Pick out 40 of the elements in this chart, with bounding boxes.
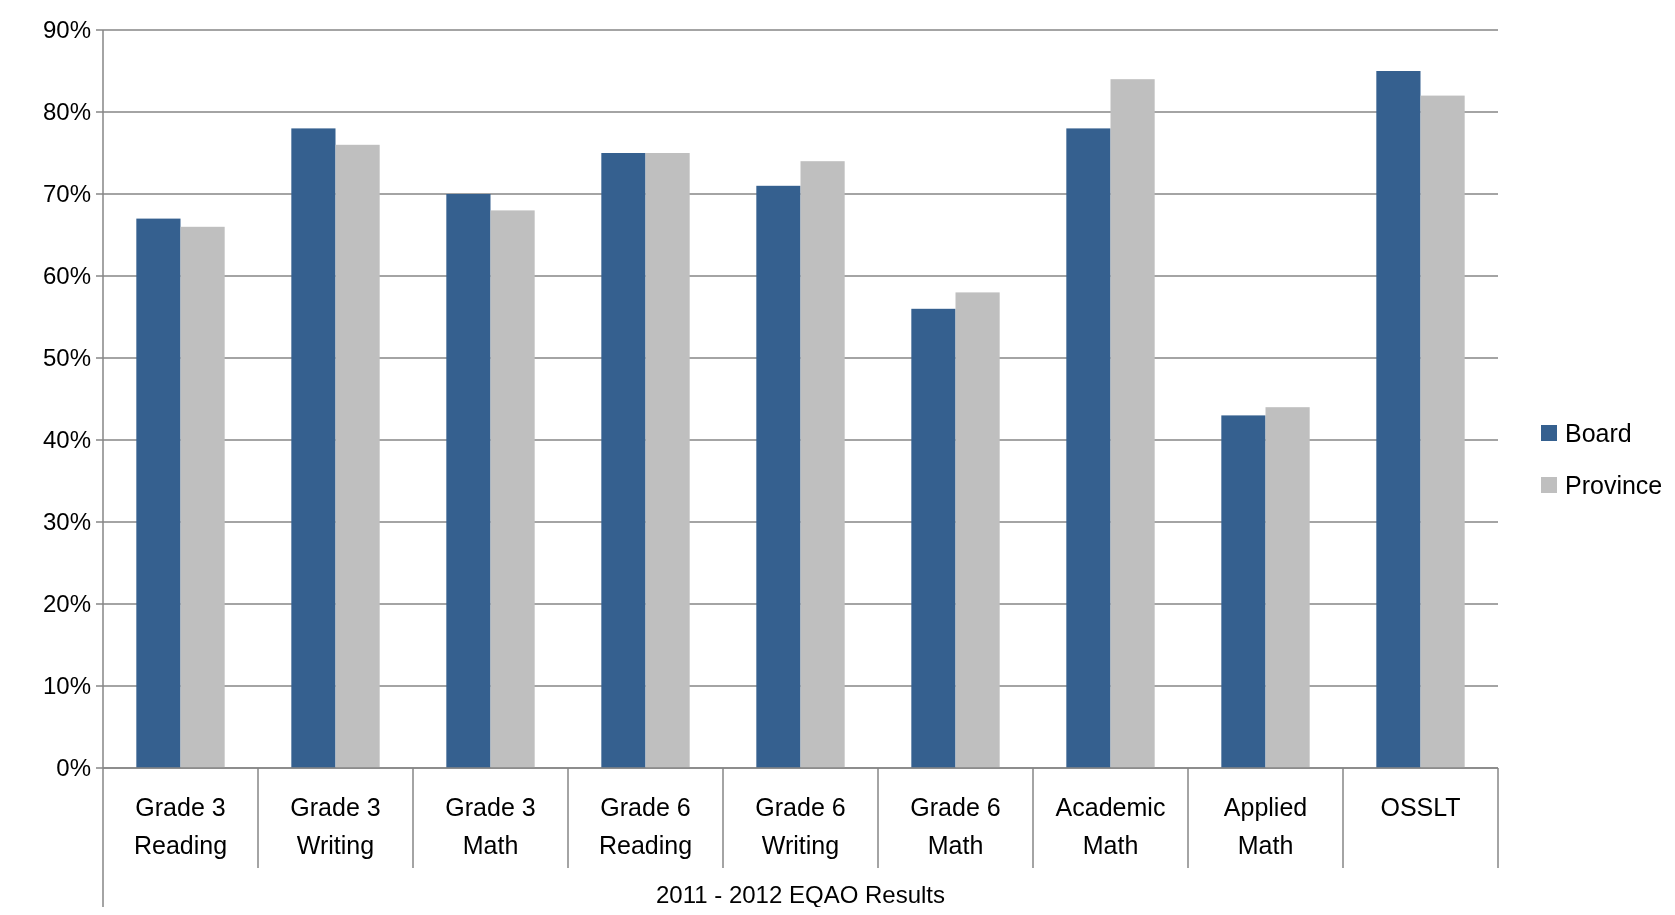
bar	[645, 153, 690, 768]
y-tick-label: 30%	[42, 508, 91, 536]
y-tick-label: 50%	[42, 344, 91, 372]
bar	[911, 308, 956, 768]
bar	[180, 226, 225, 768]
x-tick-label: Applied Math	[1223, 793, 1308, 859]
y-tick-label: 20%	[42, 590, 91, 618]
bar	[1066, 128, 1111, 768]
bar	[1265, 407, 1310, 768]
bar	[756, 185, 801, 768]
bar	[490, 210, 535, 768]
x-tick-label: Grade 3 Reading	[133, 793, 228, 859]
x-tick-label: Grade 6 Math	[910, 793, 1001, 859]
bar	[136, 218, 181, 768]
bar	[1110, 79, 1155, 768]
y-tick-label: 90%	[42, 16, 91, 44]
x-tick-label: OSSLT	[1380, 793, 1461, 821]
bar	[291, 128, 336, 768]
x-tick-label: Grade 6 Writing	[755, 793, 846, 859]
y-tick-label: 10%	[42, 672, 91, 700]
y-tick-label: 0%	[56, 754, 91, 782]
legend-label: Province	[1565, 470, 1663, 499]
bar	[955, 292, 1000, 768]
bar	[335, 144, 380, 768]
y-tick-label: 80%	[42, 98, 91, 126]
legend-label: Board	[1565, 418, 1632, 447]
bar	[601, 153, 646, 768]
x-tick-label: Grade 3 Writing	[290, 793, 381, 859]
bar	[1420, 95, 1465, 768]
y-tick-label: 40%	[42, 426, 91, 454]
bar	[1221, 415, 1266, 768]
y-tick-label: 60%	[42, 262, 91, 290]
bar	[1376, 71, 1421, 768]
x-tick-label: Academic Math	[1055, 793, 1166, 859]
y-tick-label: 70%	[42, 180, 91, 208]
bar	[446, 194, 491, 768]
x-axis-title: 2011 - 2012 EQAO Results	[655, 881, 946, 908]
bar	[800, 161, 845, 768]
x-tick-label: Grade 6 Reading	[598, 793, 693, 859]
x-tick-label: Grade 3 Math	[445, 793, 536, 859]
